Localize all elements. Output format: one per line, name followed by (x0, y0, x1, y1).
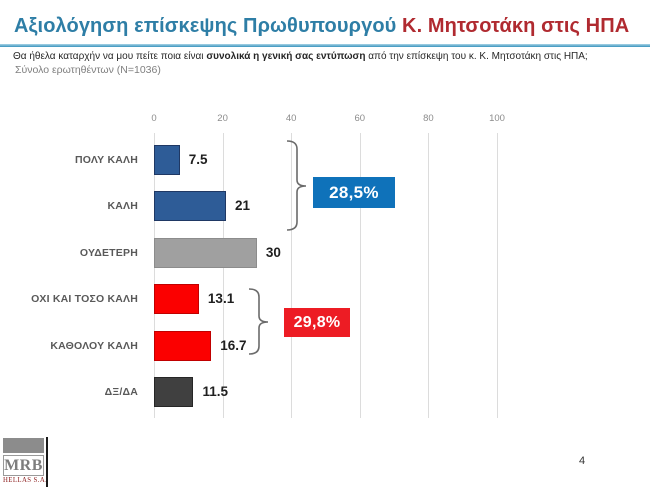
category-label: ΚΑΘΟΛΟΥ ΚΑΛΗ (50, 339, 138, 352)
bar (154, 237, 257, 268)
sample-size-text: Σύνολο ερωτηθέντων (Ν=1036) (15, 64, 161, 76)
category-label: ΟΧΙ ΚΑΙ ΤΟΣΟ ΚΑΛΗ (31, 293, 138, 306)
x-axis-tick-label: 40 (285, 113, 297, 124)
bar-value-label: 7.5 (188, 152, 208, 167)
gridline (359, 133, 361, 418)
header-divider (0, 44, 650, 47)
gridline (222, 133, 224, 418)
bar (154, 284, 199, 315)
bar-value-label: 16.7 (220, 337, 247, 353)
category-label: ΔΞ/ΔΑ (104, 386, 138, 398)
group-total-box: 28,5% (313, 177, 395, 208)
gridline (497, 133, 498, 418)
logo-divider-line (46, 437, 48, 487)
bar (154, 377, 194, 407)
x-axis-tick-label: 80 (423, 113, 434, 124)
question-part2: από την επίσκεψη του κ. Κ. Μητσοτάκη στι… (365, 51, 588, 62)
category-label: ΟΥΔΕΤΕΡΗ (79, 246, 138, 259)
bar (154, 330, 212, 361)
question-text: Θα ήθελα καταρχήν να μου πείτε ποια είνα… (13, 51, 643, 62)
gridline (291, 133, 293, 418)
group-total-box: 29,8% (284, 308, 350, 337)
x-axis-tick-label: 100 (489, 113, 505, 124)
x-axis-tick-label: 20 (217, 113, 228, 124)
x-axis-tick-label: 0 (151, 113, 157, 124)
mrb-logo: MRB HELLAS S.A. (2, 437, 48, 487)
bar-chart: 0 20 40 60 80 100 ΠΟΛΥ ΚΑΛΗ 7.5 ΚΑΛΗ 21 ΟΥΔΕΤΕΡΗ 30… (0, 100, 650, 430)
bar (154, 191, 227, 222)
question-part1: Θα ήθελα καταρχήν να μου πείτε ποια είνα… (13, 51, 207, 62)
logo-text: MRB (3, 455, 44, 476)
bar-value-label: 13.1 (207, 291, 235, 307)
bar-value-label: 11.5 (202, 384, 228, 399)
logo-bar (3, 438, 44, 453)
gridline (428, 133, 430, 418)
title-part-main: Αξιολόγηση επίσκεψης Πρωθυπουργού (14, 15, 403, 37)
category-label: ΚΑΛΗ (107, 200, 138, 213)
bar-value-label: 30 (265, 244, 281, 260)
category-label: ΠΟΛΥ ΚΑΛΗ (75, 154, 138, 166)
gridline (154, 133, 155, 418)
bar-value-label: 21 (235, 198, 251, 214)
x-axis-tick-label: 60 (354, 113, 366, 124)
bar (154, 145, 180, 175)
page-number: 4 (578, 455, 586, 467)
question-bold: συνολικά η γενική σας εντύπωση (206, 51, 366, 62)
title-part-accent: Κ. Μητσοτάκη στις ΗΠΑ (402, 15, 630, 37)
logo-subtext: HELLAS S.A. (3, 477, 48, 484)
page-title: Αξιολόγηση επίσκεψης Πρωθυπουργού Κ. Μητ… (14, 15, 644, 38)
